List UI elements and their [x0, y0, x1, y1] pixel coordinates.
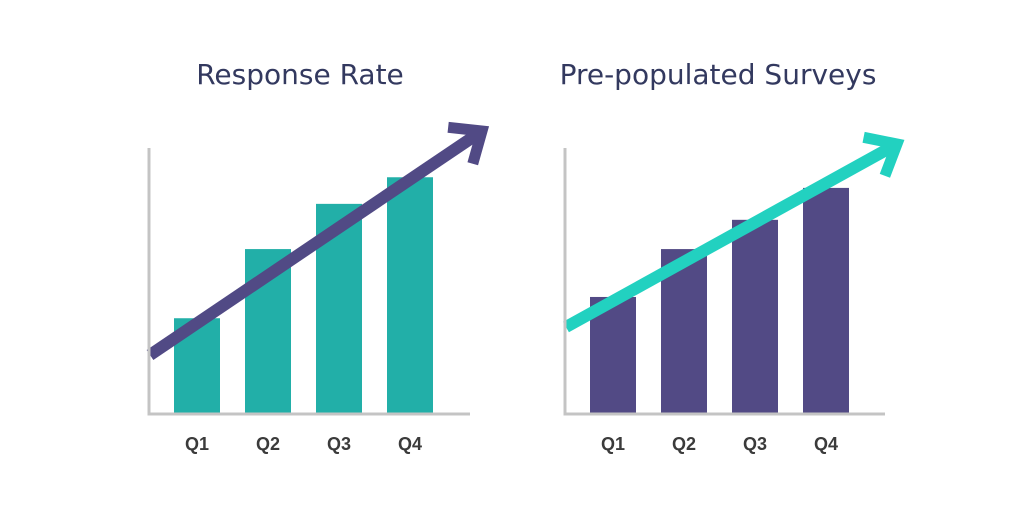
bar-q3 — [732, 219, 778, 414]
trend-arrow-shaft — [146, 129, 481, 360]
chart-title-pre-populated-surveys: Pre-populated Surveys — [559, 58, 877, 91]
bar-q1 — [590, 296, 636, 414]
x-tick-label-q1: Q1 — [601, 434, 625, 454]
x-tick-label-q4: Q4 — [814, 434, 838, 454]
trend-arrow — [563, 131, 905, 333]
x-tick-label-q3: Q3 — [743, 434, 767, 454]
pre-populated-surveys-chart: Q1 Q2 Q3 Q4 — [563, 131, 905, 454]
x-tick-label-q2: Q2 — [256, 434, 280, 454]
x-tick-label-q3: Q3 — [327, 434, 351, 454]
chart-title-response-rate: Response Rate — [196, 58, 404, 91]
trend-arrow-head — [862, 131, 905, 178]
bar-q4 — [387, 177, 433, 414]
response-rate-chart: Q1 Q2 Q3 Q4 — [146, 121, 490, 454]
x-tick-label-q4: Q4 — [398, 434, 422, 454]
bar-q4 — [803, 187, 849, 414]
trend-arrow-shaft — [563, 141, 895, 333]
x-tick-label-q1: Q1 — [185, 434, 209, 454]
trend-arrow — [146, 121, 490, 360]
x-tick-label-q2: Q2 — [672, 434, 696, 454]
trend-arrow-head — [447, 121, 490, 166]
